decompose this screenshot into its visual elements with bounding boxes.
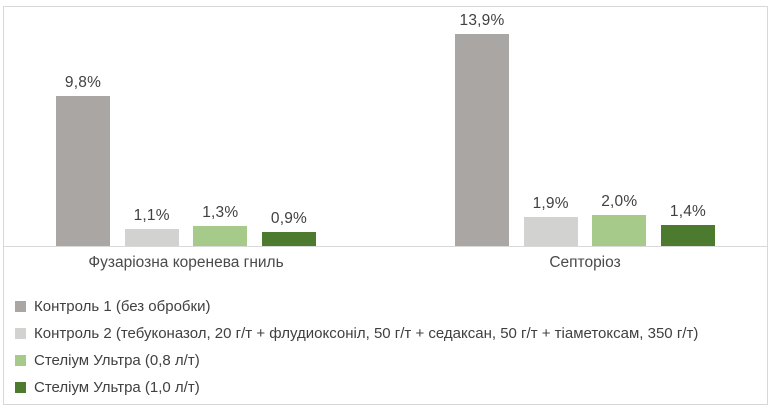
bar-series-0 bbox=[56, 96, 110, 246]
bar-series-3 bbox=[261, 232, 316, 246]
bar-item: 1,1% bbox=[124, 207, 179, 246]
chart-frame: 9,8% 1,1% 1,3% 0,9% 13,9% 1,9% 2,0% 1,4% Фузарі… bbox=[3, 6, 768, 405]
legend-swatch-icon bbox=[15, 355, 26, 366]
legend-row: Контроль 1 (без обробки) bbox=[15, 293, 767, 320]
bar-value-label: 2,0% bbox=[601, 193, 638, 210]
bar-series-1 bbox=[523, 217, 578, 246]
x-axis-label: Септоріоз bbox=[549, 254, 621, 271]
x-axis-labels: Фузаріозна коренева гниль Септоріоз bbox=[4, 254, 767, 272]
legend: Контроль 1 (без обробки) Контроль 2 (тебу… bbox=[4, 293, 767, 401]
bar-value-label: 13,9% bbox=[459, 12, 505, 29]
x-axis-label: Фузаріозна коренева гниль bbox=[88, 254, 284, 271]
bar-item: 1,3% bbox=[193, 204, 248, 246]
legend-label: Стеліум Ультра (1,0 л/т) bbox=[34, 379, 200, 396]
plot-area: 9,8% 1,1% 1,3% 0,9% 13,9% 1,9% 2,0% 1,4% bbox=[4, 7, 767, 247]
bar-group-1: 13,9% 1,9% 2,0% 1,4% bbox=[455, 12, 715, 246]
legend-label: Контроль 1 (без обробки) bbox=[34, 298, 211, 315]
legend-label: Стеліум Ультра (0,8 л/т) bbox=[34, 352, 200, 369]
bar-series-3 bbox=[660, 225, 715, 246]
legend-row: Стеліум Ультра (0,8 л/т) bbox=[15, 347, 767, 374]
bar-series-2 bbox=[592, 215, 647, 246]
bar-value-label: 1,4% bbox=[669, 203, 707, 220]
bar-value-label: 1,9% bbox=[532, 195, 569, 212]
bar-group-0: 9,8% 1,1% 1,3% 0,9% bbox=[56, 74, 316, 246]
bar-item: 13,9% bbox=[455, 12, 509, 246]
legend-row: Стеліум Ультра (1,0 л/т) bbox=[15, 374, 767, 401]
bar-value-label: 0,9% bbox=[270, 210, 308, 227]
bar-series-0 bbox=[455, 34, 509, 246]
bar-value-label: 1,3% bbox=[202, 204, 239, 221]
bar-value-label: 9,8% bbox=[64, 74, 102, 91]
legend-swatch-icon bbox=[15, 301, 26, 312]
legend-label: Контроль 2 (тебуконазол, 20 г/т + флудио… bbox=[34, 325, 699, 342]
bar-series-1 bbox=[124, 229, 179, 246]
bar-value-label: 1,1% bbox=[133, 207, 170, 224]
legend-swatch-icon bbox=[15, 382, 26, 393]
bar-item: 9,8% bbox=[56, 74, 110, 246]
legend-row: Контроль 2 (тебуконазол, 20 г/т + флудио… bbox=[15, 320, 767, 347]
bar-item: 1,4% bbox=[660, 203, 715, 246]
bar-series-2 bbox=[193, 226, 248, 246]
bar-item: 0,9% bbox=[261, 210, 316, 246]
bar-item: 2,0% bbox=[592, 193, 647, 246]
bar-item: 1,9% bbox=[523, 195, 578, 246]
legend-swatch-icon bbox=[15, 328, 26, 339]
